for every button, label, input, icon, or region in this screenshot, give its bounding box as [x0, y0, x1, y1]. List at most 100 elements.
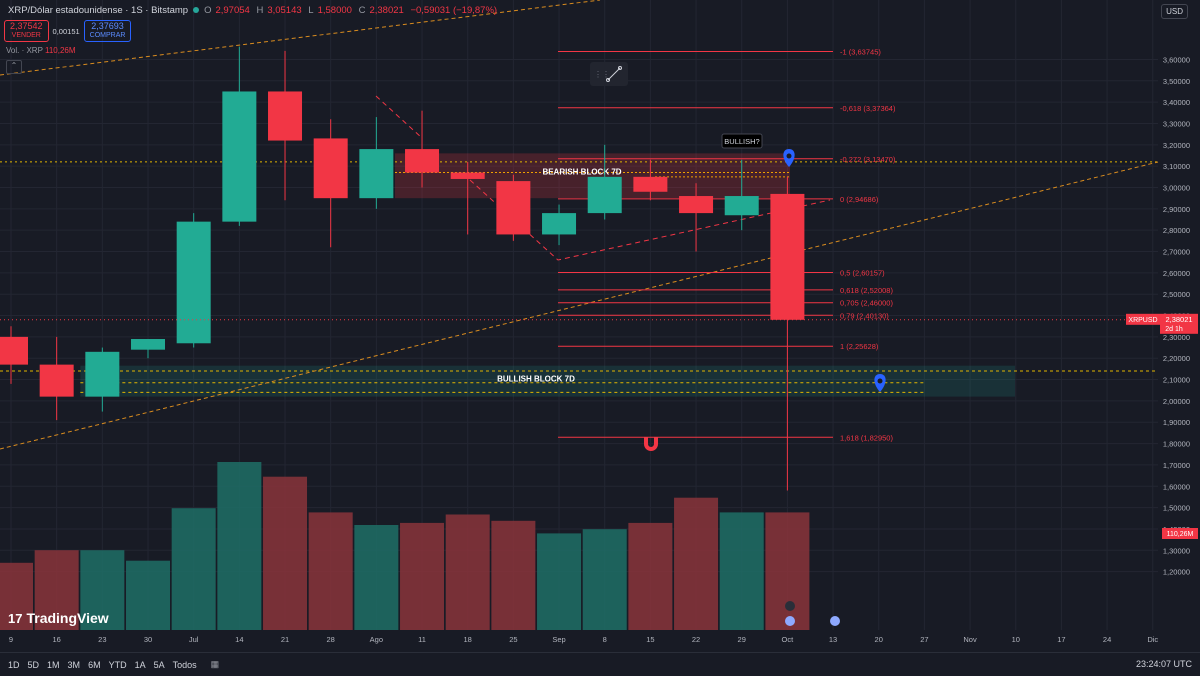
symbol-header: XRP/Dólar estadounidense · 1S · Bitstamp… — [0, 0, 501, 20]
drawing-toolbar[interactable]: ⋮⋮ — [590, 62, 628, 86]
sell-label: VENDER — [11, 32, 41, 39]
market-status-icon — [193, 7, 200, 13]
price-tick-label: 3,30000 — [1163, 119, 1190, 128]
chart-canvas[interactable]: BULLISH BLOCK 7D BEARISH BLOCK 7D -1 (3,63… — [0, 0, 1200, 652]
event-icon[interactable] — [785, 601, 795, 611]
volume-bar — [0, 562, 33, 630]
price-tick-label: 3,10000 — [1163, 162, 1190, 171]
time-tick-label: 13 — [829, 635, 837, 644]
last-price-badge — [1160, 313, 1198, 334]
trendline-tool-icon[interactable] — [606, 66, 622, 82]
range-button-5a[interactable]: 5A — [153, 659, 165, 670]
bullish-tag-text: BULLISH? — [724, 137, 759, 146]
calendar-icon[interactable]: ▦ — [210, 659, 220, 669]
candle-body[interactable] — [679, 196, 714, 214]
fib-level-label: -0,618 (3,37364) — [840, 104, 896, 113]
currency-selector[interactable]: USD — [1161, 4, 1188, 19]
buy-button[interactable]: 2,37693 COMPRAR — [83, 20, 132, 42]
range-button-1d[interactable]: 1D — [8, 659, 20, 670]
fib-level-label: 0,79 (2,40130) — [840, 311, 889, 320]
time-tick-label: Jul — [189, 635, 199, 644]
low-value: 1,58000 — [317, 4, 352, 16]
volume-legend[interactable]: Vol. · XRP 110,26M — [6, 46, 76, 55]
fib-level-label: 1,618 (1,82950) — [840, 433, 893, 442]
candle-body[interactable] — [496, 181, 531, 235]
candle-body[interactable] — [587, 176, 622, 214]
time-tick-label: Nov — [963, 635, 977, 644]
drag-handle-icon[interactable]: ⋮⋮ — [594, 70, 610, 79]
time-tick-label: Oct — [782, 635, 795, 644]
time-tick-label: 18 — [464, 635, 472, 644]
range-button-5d[interactable]: 5D — [27, 659, 40, 670]
sell-price: 2,37542 — [10, 21, 43, 31]
time-tick-label: 24 — [1103, 635, 1111, 644]
price-tick-label: 3,50000 — [1163, 77, 1190, 86]
close-value: 2,38021 — [369, 4, 404, 16]
fib-level-label: 1 (2,25628) — [840, 342, 879, 351]
time-tick-label: 11 — [418, 635, 426, 644]
range-button-ytd[interactable]: YTD — [108, 659, 127, 670]
candle-body[interactable] — [222, 91, 257, 222]
candle-body[interactable] — [724, 196, 759, 216]
location-pin-dot — [786, 153, 792, 159]
candle-body[interactable] — [268, 91, 303, 141]
candle-body[interactable] — [450, 172, 485, 179]
range-button-1m[interactable]: 1M — [47, 659, 60, 670]
volume-bar — [765, 512, 810, 630]
volume-bar — [80, 550, 125, 630]
fib-level-label: 0 (2,94686) — [840, 195, 879, 204]
close-label: C — [358, 4, 366, 16]
collapse-legend-icon[interactable]: ⌃ — [6, 60, 22, 74]
fib-level-label: 0,705 (2,46000) — [840, 299, 893, 308]
price-tick-label: 1,90000 — [1163, 418, 1190, 427]
volume-bar — [34, 550, 79, 630]
buy-price: 2,37693 — [91, 21, 124, 31]
candle-body[interactable] — [131, 339, 166, 350]
time-tick-label: 8 — [603, 635, 607, 644]
flag-event-icon[interactable] — [830, 616, 840, 626]
symbol-name[interactable]: XRP/Dólar estadounidense · 1S · Bitstamp — [8, 4, 189, 16]
time-tick-label: 22 — [692, 635, 700, 644]
price-tick-label: 1,80000 — [1163, 440, 1190, 449]
tradingview-mark-icon: 17 — [8, 610, 23, 626]
price-tick-label: 2,50000 — [1163, 290, 1190, 299]
sell-button[interactable]: 2,37542 VENDER — [4, 20, 49, 42]
time-tick-label: 21 — [281, 635, 289, 644]
time-tick-label: 10 — [1012, 635, 1020, 644]
range-button-todos[interactable]: Todos — [172, 659, 197, 670]
volume-bar — [217, 462, 262, 630]
time-tick-label: 16 — [52, 635, 60, 644]
candle-body[interactable] — [0, 336, 28, 365]
price-tick-label: 1,30000 — [1163, 546, 1190, 555]
last-price-value: 2,38021 — [1165, 315, 1192, 324]
price-tick-label: 1,50000 — [1163, 504, 1190, 513]
volume-bar — [628, 522, 673, 630]
time-tick-label: Sep — [552, 635, 565, 644]
candle-body[interactable] — [39, 364, 74, 397]
candle-body[interactable] — [359, 149, 394, 199]
candle-body[interactable] — [542, 213, 577, 235]
range-button-6m[interactable]: 6M — [88, 659, 101, 670]
open-value: 2,97054 — [215, 4, 250, 16]
candle-body[interactable] — [770, 193, 805, 320]
range-button-1a[interactable]: 1A — [134, 659, 146, 670]
candle-body[interactable] — [633, 176, 668, 192]
time-tick-label: 23 — [98, 635, 106, 644]
symbol-badge-text: XRPUSD — [1128, 317, 1157, 324]
volume-bar — [308, 512, 353, 630]
utc-clock[interactable]: 23:24:07 UTC — [1135, 659, 1192, 669]
ohlc-values: O 2,97054 H 3,05143 L 1,58000 C 2,38021 −0,5… — [204, 5, 501, 16]
candle-body[interactable] — [405, 149, 440, 173]
candle-body[interactable] — [313, 138, 348, 199]
range-button-3m[interactable]: 3M — [67, 659, 81, 670]
volume-bar — [171, 508, 216, 630]
fib-level-label: -0,272 (3,13470) — [840, 155, 896, 164]
spread-value: 0,00151 — [52, 26, 80, 36]
candle-body[interactable] — [85, 351, 120, 397]
magnet-icon[interactable] — [644, 437, 658, 451]
symbol-badge-box — [1126, 313, 1160, 325]
fib-level-label: -1 (3,63745) — [840, 47, 881, 56]
candle-body[interactable] — [176, 221, 211, 344]
time-tick-label: 27 — [920, 635, 928, 644]
flag-event-icon[interactable] — [785, 616, 795, 626]
